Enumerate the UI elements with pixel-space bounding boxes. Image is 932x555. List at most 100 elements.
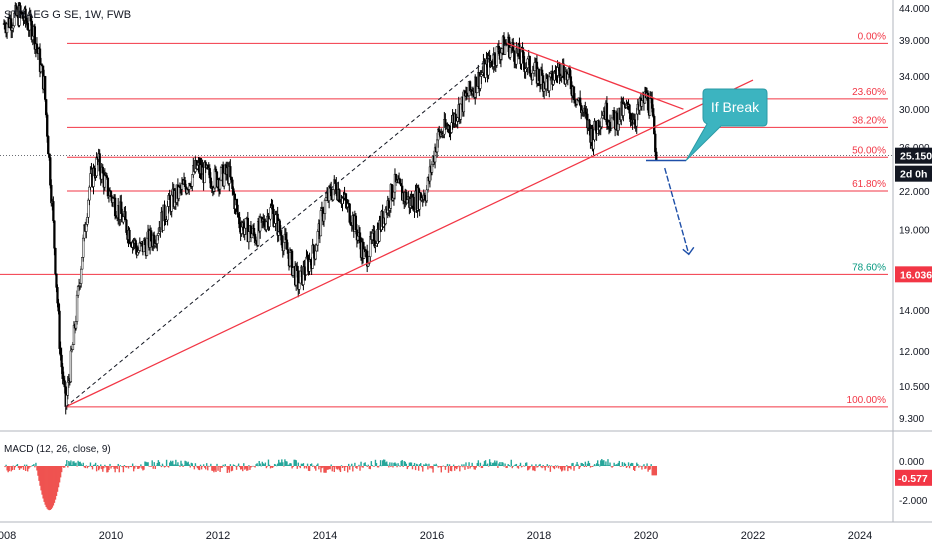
macd-hist-bar-365 <box>379 460 382 466</box>
macd-hist-bar-353 <box>367 464 369 466</box>
price-bar-body-71 <box>75 294 79 322</box>
macd-hist-bar-80 <box>86 466 89 469</box>
macd-hist-bar-124 <box>131 463 134 466</box>
macd-hist-bar-233 <box>244 466 246 470</box>
macd-hist-bar-25 <box>30 466 32 467</box>
macd-hist-bar-83 <box>89 462 92 466</box>
macd-hist-bar-449 <box>466 466 468 467</box>
macd-hist-bar-556 <box>576 461 578 466</box>
price-bar-body-42 <box>46 114 49 137</box>
macd-hist-bar-171 <box>180 460 182 466</box>
fib-label-3: 50.00% <box>852 145 886 156</box>
macd-hist-bar-177 <box>186 462 188 466</box>
macd-hist-bar-187 <box>196 466 199 469</box>
macd-hist-bar-309 <box>322 466 324 468</box>
macd-hist-bar-575 <box>595 463 598 466</box>
macd-hist-bar-580 <box>601 458 603 466</box>
macd-hist-bar-470 <box>487 466 490 467</box>
macd-hist-bar-95 <box>102 466 104 472</box>
macd-hist-bar-203 <box>213 466 215 473</box>
macd-hist-bar-146 <box>154 466 156 470</box>
macd-hist-bar-498 <box>516 466 519 468</box>
y-tick-label-1: 39.000 <box>899 36 930 47</box>
macd-hist-bar-383 <box>398 465 400 467</box>
macd-hist-bar-445 <box>462 466 464 468</box>
callout-text: If Break <box>711 99 760 115</box>
macd-hist-bar-50 <box>55 466 58 496</box>
macd-hist-bar-511 <box>530 466 532 467</box>
macd-hist-bar-380 <box>395 463 397 466</box>
macd-hist-bar-453 <box>470 466 472 467</box>
macd-hist-bar-541 <box>560 466 563 472</box>
macd-hist-bar-207 <box>217 466 219 471</box>
macd-hist-bar-381 <box>396 466 398 468</box>
macd-hist-bar-446 <box>463 464 465 466</box>
symbol-legend[interactable]: STRAEG G SE, 1W, FWB <box>4 9 132 21</box>
macd-hist-bar-214 <box>224 464 226 466</box>
macd-hist-bar-41 <box>46 466 48 509</box>
macd-hist-bar-461 <box>478 466 481 467</box>
macd-hist-bar-64 <box>70 460 72 466</box>
macd-hist-bar-447 <box>464 466 466 470</box>
macd-tick-1: -2.000 <box>899 496 928 507</box>
macd-hist-bar-20 <box>24 466 27 471</box>
macd-hist-bar-517 <box>536 466 538 468</box>
macd-hist-bar-22 <box>27 466 29 472</box>
macd-hist-bar-46 <box>51 466 54 508</box>
macd-hist-bar-248 <box>259 463 261 466</box>
macd-hist-bar-86 <box>92 464 95 466</box>
macd-hist-bar-324 <box>337 466 340 469</box>
macd-hist-bar-512 <box>531 464 533 466</box>
macd-hist-bar-103 <box>110 466 112 469</box>
macd-hist-bar-210 <box>220 466 222 468</box>
macd-hist-bar-474 <box>492 462 494 466</box>
macd-hist-bar-107 <box>114 466 116 473</box>
macd-hist-bar-564 <box>584 461 587 466</box>
price-bar-body-608 <box>628 104 631 114</box>
macd-hist-bar-300 <box>313 465 315 467</box>
macd-hist-bar-27 <box>32 464 34 466</box>
price-bar-body-65 <box>69 350 73 382</box>
macd-hist-bar-269 <box>281 459 283 466</box>
macd-hist-bar-290 <box>302 463 305 466</box>
macd-hist-bar-441 <box>458 465 460 467</box>
macd-hist-bar-193 <box>202 464 205 466</box>
macd-hist-bar-326 <box>339 466 342 473</box>
macd-hist-bar-379 <box>394 462 396 466</box>
macd-hist-bar-21 <box>25 464 28 466</box>
macd-hist-bar-241 <box>252 465 254 467</box>
macd-hist-bar-19 <box>23 464 26 466</box>
macd-hist-bar-403 <box>418 464 421 466</box>
macd-hist-bar-434 <box>450 466 453 472</box>
macd-hist-bar-258 <box>269 466 272 469</box>
macd-value-badge: -0.577 <box>898 473 928 485</box>
macd-hist-bar-438 <box>455 466 457 469</box>
fibonacci-levels: 0.00% 23.60% 38.20% 50.00% 61.80% 78.60% 100.0… <box>0 31 888 408</box>
macd-hist-bar-523 <box>542 464 544 466</box>
macd-legend[interactable]: MACD (12, 26, close, 9) <box>4 444 111 455</box>
macd-hist-bar-531 <box>550 465 553 467</box>
price-bar-body-49 <box>53 220 56 249</box>
last-price-badge-bg <box>895 147 932 164</box>
macd-hist-bar-197 <box>207 466 209 471</box>
macd-hist-bar-90 <box>96 465 99 466</box>
macd-hist-bar-142 <box>150 466 152 467</box>
macd-hist-bar-303 <box>316 464 318 466</box>
macd-hist-bar-132 <box>140 464 142 466</box>
macd-hist-bar-255 <box>266 466 269 467</box>
macd-hist-bar-509 <box>528 466 530 470</box>
macd-hist-bar-138 <box>146 462 148 466</box>
trendline-dashed-2 <box>65 43 508 408</box>
macd-hist-bar-495 <box>513 465 516 466</box>
macd-hist-bar-336 <box>350 465 352 467</box>
macd-hist-bar-617 <box>639 465 641 467</box>
macd-hist-bar-129 <box>137 466 139 469</box>
macd-hist-bar-573 <box>593 464 596 466</box>
macd-hist-bar-374 <box>389 462 391 466</box>
macd-hist-bar-158 <box>166 466 169 467</box>
fib-786-badge-bg <box>895 266 932 283</box>
macd-hist-bar-60 <box>66 460 68 466</box>
macd-hist-bar-73 <box>79 461 81 466</box>
